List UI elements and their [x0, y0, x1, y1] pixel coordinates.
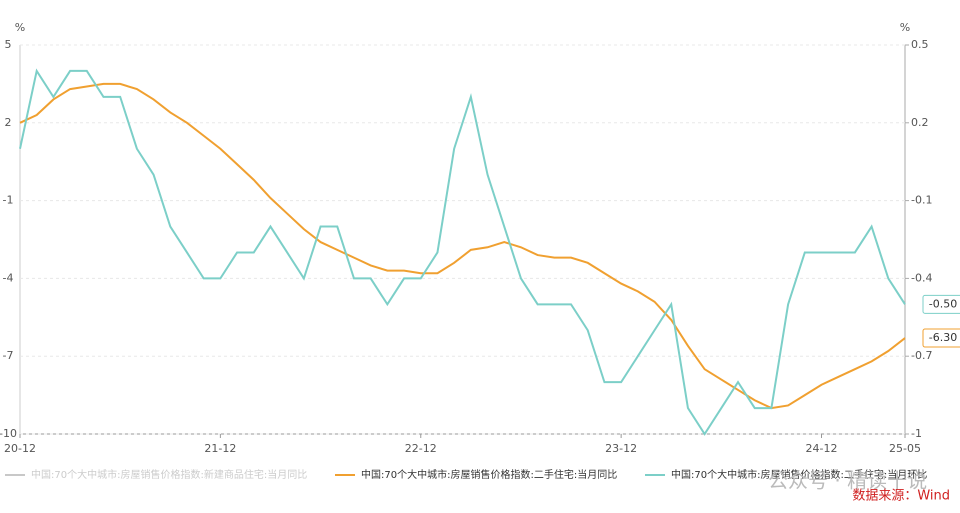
y-tick-label: -4: [3, 271, 14, 284]
y2-tick-label: 0.5: [911, 38, 929, 51]
series-line: [19, 82, 906, 410]
y2-tick-label: 0.2: [911, 116, 929, 129]
x-tick-label: 25-05: [889, 442, 921, 455]
y2-tick-label: -0.1: [911, 194, 932, 207]
y2-tick-label: -0.7: [911, 349, 932, 362]
y-tick-label: -10: [0, 427, 17, 440]
y-tick-label: -7: [3, 349, 14, 362]
legend-label: 中国:70个大中城市:房屋销售价格指数:二手住宅:当月环比: [671, 468, 927, 481]
y2-tick-label: -0.4: [911, 271, 932, 284]
series-line: [19, 68, 906, 436]
watermark: 公众号 · 精读十说: [768, 469, 927, 493]
y-tick-label: -1: [3, 194, 14, 207]
y2-tick-label: -1: [911, 427, 922, 440]
x-tick-label: 21-12: [204, 442, 236, 455]
legend-label: 中国:70个大中城市:房屋销售价格指数:二手住宅:当月同比: [361, 468, 617, 481]
value-label: -6.30: [929, 331, 957, 344]
y-tick-label: 5: [5, 38, 12, 51]
x-tick-label: 20-12: [4, 442, 36, 455]
legend-label: 中国:70个大中城市:房屋销售价格指数:新建商品住宅:当月同比: [31, 468, 307, 481]
y-tick-label: 2: [5, 116, 12, 129]
source: 数据来源：Wind: [852, 489, 950, 504]
x-tick-label: 24-12: [806, 442, 838, 455]
y2-axis-label: %: [900, 21, 910, 34]
y-axis-label: %: [15, 21, 25, 34]
x-tick-label: 22-12: [405, 442, 437, 455]
x-tick-label: 23-12: [605, 442, 637, 455]
value-label: -0.50: [929, 297, 957, 310]
value-label-box: [922, 328, 960, 348]
value-label-box: [922, 294, 960, 314]
